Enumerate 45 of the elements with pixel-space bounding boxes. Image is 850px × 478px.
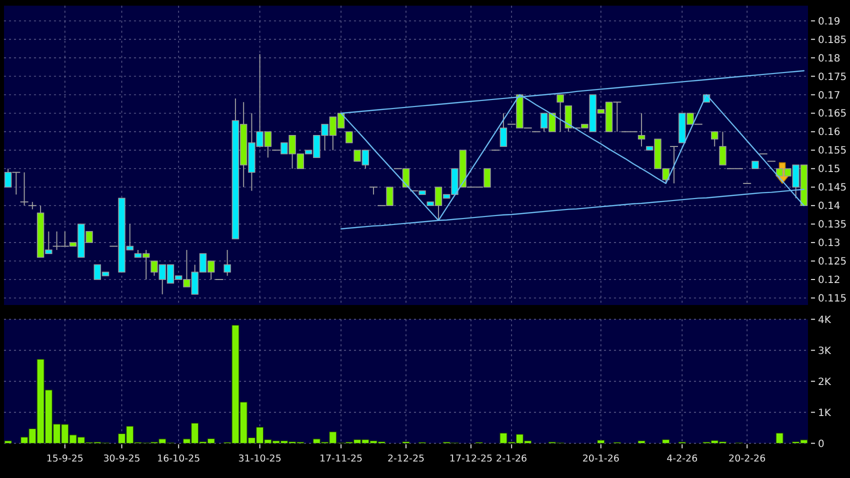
y-tick-label: 0.14 (818, 201, 840, 212)
x-tick-label: 17-12-25 (449, 453, 493, 464)
candlestick (711, 131, 718, 147)
candlestick (224, 249, 231, 276)
x-tick-label: 20-2-26 (728, 453, 766, 464)
y-tick-label: 2K (818, 376, 832, 388)
y-tick-label: 4K (818, 314, 832, 326)
candlestick (670, 146, 678, 184)
y-tick-label: 0.165 (818, 108, 847, 120)
y-tick-label: 0.155 (818, 146, 847, 157)
x-tick-label: 17-11-25 (319, 453, 363, 464)
x-tick-label: 20-1-26 (582, 453, 620, 464)
y-tick-label: 0.175 (818, 72, 847, 83)
candlestick (369, 186, 378, 196)
y-tick-label: 0.13 (818, 238, 840, 250)
y-tick-label: 0.185 (818, 34, 847, 46)
candlestick (500, 112, 508, 147)
y-tick-label: 0.17 (818, 90, 840, 102)
y-tick-label: 0.19 (818, 16, 840, 28)
y-tick-label: 0.18 (818, 53, 840, 64)
y-tick-label: 0.115 (818, 293, 847, 304)
x-tick-label: 30-9-25 (103, 453, 140, 464)
x-tick-label: 2-12-25 (387, 453, 425, 464)
y-tick-label: 0.145 (818, 182, 847, 194)
x-tick-label: 16-10-25 (157, 453, 200, 464)
y-tick-label: 0.12 (818, 275, 840, 286)
candlestick (556, 94, 564, 132)
x-tick-label: 4-2-26 (666, 453, 698, 464)
x-tick-label: 15-9-25 (46, 453, 84, 464)
y-tick-label: 0.135 (818, 220, 847, 231)
y-tick-label: 0.16 (818, 127, 840, 138)
candlestick (346, 131, 353, 144)
y-tick-label: 0 (818, 438, 824, 450)
y-tick-label: 0.15 (818, 164, 840, 176)
bar (776, 432, 784, 444)
candlestick (20, 172, 29, 206)
y-tick-label: 1K (818, 408, 832, 419)
x-tick-label: 2-1-26 (496, 453, 528, 464)
y-tick-label: 3K (818, 346, 832, 357)
candlestick (719, 131, 726, 166)
candlestick (638, 112, 646, 147)
x-tick-label: 31-10-25 (238, 453, 282, 464)
y-tick-label: 0.125 (818, 256, 847, 268)
bar (4, 440, 12, 444)
bar (638, 440, 646, 444)
